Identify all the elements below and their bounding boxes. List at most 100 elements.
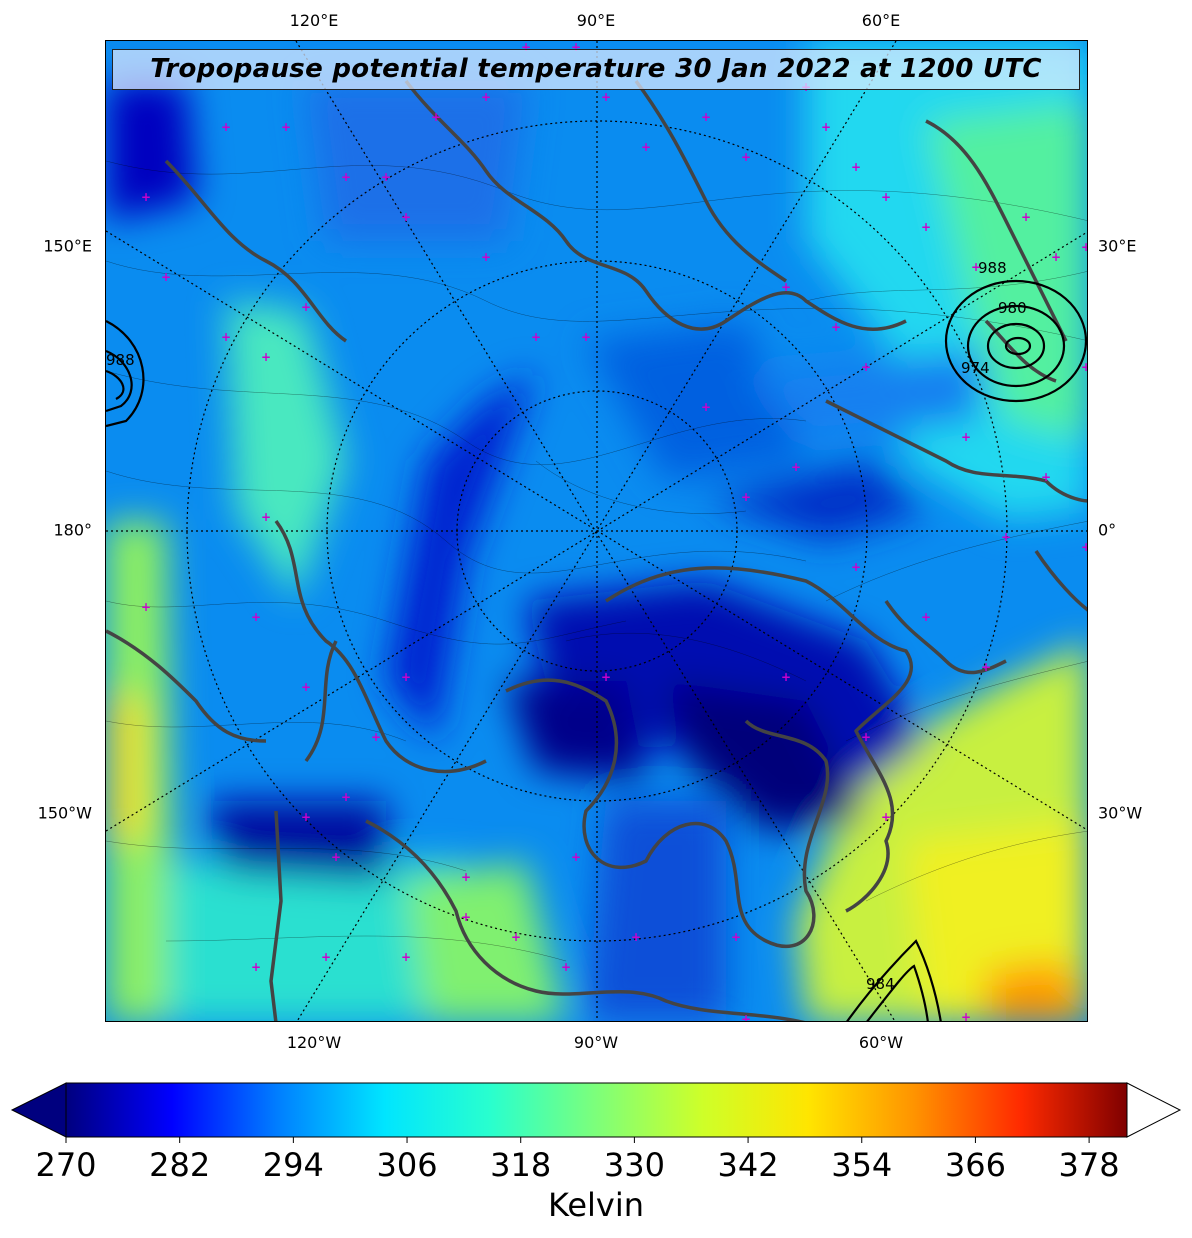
svg-text:+: + <box>141 190 151 204</box>
svg-text:+: + <box>781 280 791 294</box>
svg-text:+: + <box>401 210 411 224</box>
isentrope-contours <box>106 160 1087 962</box>
svg-text:+: + <box>861 360 871 374</box>
lon-label-left-180: 180° <box>53 520 92 540</box>
svg-text:974: 974 <box>961 359 990 377</box>
svg-text:+: + <box>461 870 471 884</box>
svg-text:+: + <box>731 930 741 944</box>
colorbar-body <box>65 1082 1128 1138</box>
svg-text:+: + <box>481 250 491 264</box>
svg-text:+: + <box>1041 470 1051 484</box>
colorbar-tick-label: 306 <box>376 1146 438 1184</box>
svg-text:+: + <box>791 460 801 474</box>
svg-text:+: + <box>701 110 711 124</box>
colorbar-tick-label: 354 <box>831 1146 893 1184</box>
svg-text:+: + <box>221 330 231 344</box>
svg-text:+: + <box>961 1010 971 1022</box>
svg-text:+: + <box>301 300 311 314</box>
colorbar-tick-label: 342 <box>717 1146 779 1184</box>
colorbar-max-extend <box>1126 1082 1182 1138</box>
svg-text:+: + <box>1081 540 1088 554</box>
svg-text:988: 988 <box>978 259 1007 277</box>
svg-text:+: + <box>261 510 271 524</box>
svg-text:+: + <box>881 810 891 824</box>
svg-text:+: + <box>161 270 171 284</box>
svg-text:+: + <box>921 220 931 234</box>
svg-text:+: + <box>1021 210 1031 224</box>
svg-text:+: + <box>1001 530 1011 544</box>
svg-text:+: + <box>781 670 791 684</box>
colorbar-tick-label: 282 <box>149 1146 211 1184</box>
svg-text:+: + <box>431 110 441 124</box>
colorbar-tick-label: 318 <box>490 1146 552 1184</box>
map-field: 988 980 974 988 984 ++ + + ++ ++ + +++ ++ + … <box>106 41 1088 1022</box>
svg-text:+: + <box>301 810 311 824</box>
colorbar-ticks <box>65 1137 1090 1143</box>
lon-label-top-60e: 60°E <box>861 11 901 30</box>
svg-text:988: 988 <box>106 351 135 369</box>
svg-text:+: + <box>881 190 891 204</box>
coastlines <box>106 79 1087 1021</box>
svg-text:+: + <box>331 850 341 864</box>
svg-text:+: + <box>571 850 581 864</box>
svg-text:+: + <box>571 41 581 54</box>
lon-label-left-150w: 150°W <box>37 803 92 823</box>
colorbar-unit-label: Kelvin <box>547 1186 645 1224</box>
svg-text:+: + <box>821 120 831 134</box>
lon-label-top-90e: 90°E <box>576 11 616 30</box>
svg-text:+: + <box>1051 250 1061 264</box>
svg-text:+: + <box>851 160 861 174</box>
svg-text:+: + <box>521 41 531 54</box>
svg-text:+: + <box>401 950 411 964</box>
lon-label-left-150e: 150°E <box>43 236 92 256</box>
svg-text:+: + <box>261 350 271 364</box>
svg-text:+: + <box>401 670 411 684</box>
svg-text:+: + <box>461 910 471 924</box>
svg-text:+: + <box>631 930 641 944</box>
colorbar-tick-label: 366 <box>944 1146 1006 1184</box>
lon-label-top-120e: 120°E <box>289 11 339 30</box>
svg-text:+: + <box>741 150 751 164</box>
svg-text:+: + <box>381 170 391 184</box>
colorbar-tick-label: 270 <box>35 1146 97 1184</box>
lon-label-right-30e: 30°E <box>1098 236 1137 256</box>
svg-text:+: + <box>861 730 871 744</box>
svg-text:+: + <box>831 320 841 334</box>
lon-label-bottom-90w: 90°W <box>573 1033 619 1052</box>
title-background <box>112 49 1080 90</box>
svg-text:+: + <box>341 170 351 184</box>
svg-text:+: + <box>981 660 991 674</box>
lon-label-right-30w: 30°W <box>1098 803 1143 823</box>
svg-text:+: + <box>341 790 351 804</box>
svg-text:984: 984 <box>866 975 895 993</box>
pressure-contours <box>106 279 1087 1021</box>
svg-text:+: + <box>1081 240 1088 254</box>
svg-text:+: + <box>581 330 591 344</box>
svg-text:+: + <box>601 90 611 104</box>
svg-text:+: + <box>921 610 931 624</box>
pressure-contour-labels: 988 980 974 988 984 <box>106 259 1027 993</box>
colorbar-tick-label: 330 <box>603 1146 665 1184</box>
svg-text:+: + <box>741 490 751 504</box>
svg-text:+: + <box>601 670 611 684</box>
svg-text:+: + <box>371 730 381 744</box>
svg-text:+: + <box>251 960 261 974</box>
svg-text:+: + <box>251 610 261 624</box>
svg-text:+: + <box>141 600 151 614</box>
svg-text:+: + <box>481 90 491 104</box>
svg-text:+: + <box>1081 360 1088 374</box>
svg-text:+: + <box>851 560 861 574</box>
svg-text:+: + <box>221 120 231 134</box>
svg-text:+: + <box>511 930 521 944</box>
map-panel: 988 980 974 988 984 + + + + + + + + + + + + + + + … <box>105 40 1088 1022</box>
map-title: Tropopause potential temperature 30 Jan … <box>150 54 1042 84</box>
colorbar-tick-label: 378 <box>1058 1146 1120 1184</box>
lon-label-right-0: 0° <box>1098 520 1117 540</box>
svg-text:980: 980 <box>998 299 1027 317</box>
colorbar <box>10 1082 1182 1143</box>
svg-text:+: + <box>281 120 291 134</box>
temperature-field <box>106 41 1087 1021</box>
svg-text:+: + <box>701 400 711 414</box>
lon-label-bottom-60w: 60°W <box>858 1033 904 1052</box>
colorbar-tick-label: 294 <box>262 1146 324 1184</box>
